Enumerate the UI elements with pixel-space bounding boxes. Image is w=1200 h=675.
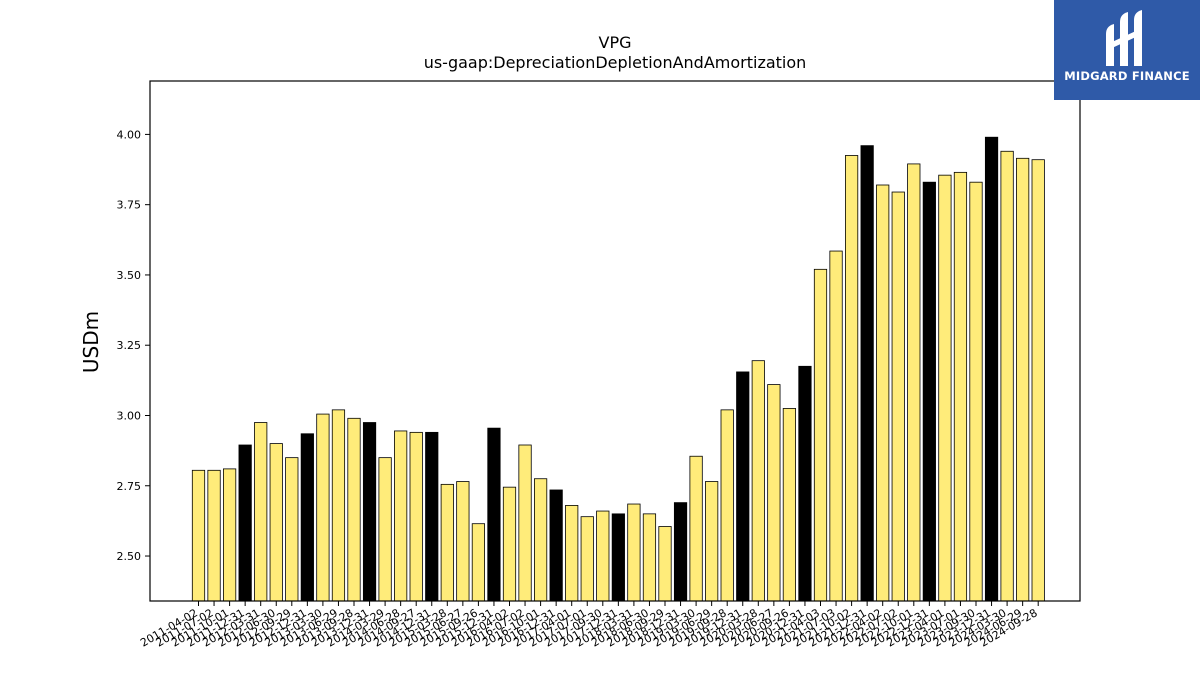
bar-2012-09-29 (285, 457, 299, 602)
y-tick-label: 2.50 (117, 550, 142, 563)
bar-2013-09-28 (347, 417, 361, 602)
y-tick-label: 2.75 (117, 480, 142, 493)
x-axis: 2011-04-022011-07-022011-10-012011-12-31… (138, 601, 1040, 650)
bar-2012-12-31 (300, 433, 314, 602)
y-tick-label: 3.50 (117, 269, 142, 282)
bar-2023-09-30 (969, 181, 983, 602)
bar-2022-07-02 (891, 191, 905, 602)
bar-2019-06-29 (705, 481, 719, 602)
bar-2013-06-29 (331, 409, 346, 602)
bar-2022-04-02 (876, 184, 890, 602)
bar-2016-10-01 (534, 478, 548, 602)
bar-2023-04-01 (938, 174, 952, 602)
bar-2013-03-30 (316, 413, 330, 602)
bar-2022-12-31 (922, 181, 936, 602)
bar-2021-10-02 (845, 155, 859, 602)
bar-2011-07-02 (207, 469, 221, 602)
y-tick-label: 3.75 (117, 199, 142, 212)
bar-2017-04-01 (565, 505, 579, 602)
bar-2021-12-31 (860, 145, 874, 602)
bar-2014-03-29 (378, 457, 392, 602)
bar-2020-06-27 (767, 384, 781, 602)
bar-2024-03-30 (1000, 150, 1014, 602)
bar-2019-03-30 (689, 455, 703, 602)
bar-2015-03-28 (440, 483, 454, 602)
bar-2014-12-31 (425, 431, 439, 602)
bar-2020-09-26 (782, 408, 797, 602)
bar-2014-09-27 (409, 431, 423, 602)
bar-2016-04-02 (502, 486, 517, 602)
bar-2023-07-01 (953, 171, 968, 602)
bar-2022-10-01 (907, 163, 921, 602)
bar-2011-12-31 (238, 444, 252, 602)
bar-2024-06-29 (1016, 157, 1030, 602)
y-axis: 2.50 2.75 3.00 3.25 3.50 3.75 4.00 (117, 128, 150, 563)
bar-2024-09-28 (1031, 159, 1045, 602)
bar-2016-12-31 (549, 489, 563, 602)
bar-2015-09-26 (471, 523, 486, 602)
bars-group (191, 136, 1045, 602)
bar-2021-07-03 (829, 250, 843, 602)
plot-frame (149, 80, 1081, 602)
bar-2023-12-31 (984, 136, 999, 602)
y-axis-label: USDm (79, 311, 103, 373)
bar-2015-12-31 (487, 427, 501, 602)
bar-2018-06-30 (642, 513, 657, 602)
bar-2014-06-28 (394, 430, 408, 602)
bar-2012-03-31 (254, 422, 268, 602)
bar-2011-04-02 (191, 469, 206, 602)
bar-2019-12-31 (736, 371, 750, 602)
bar-2012-06-30 (269, 443, 283, 602)
bar-2017-12-31 (611, 513, 625, 602)
bar-2020-12-31 (798, 365, 812, 602)
bar-2015-06-27 (456, 481, 470, 602)
bar-2018-12-31 (673, 502, 688, 602)
bar-2017-07-01 (580, 516, 594, 602)
bar-2017-09-30 (596, 510, 610, 602)
chart-title: VPG (599, 33, 632, 52)
y-tick-label: 3.00 (117, 409, 142, 422)
y-tick-label: 4.00 (117, 128, 142, 141)
logo-text: MIDGARD FINANCE (1064, 69, 1190, 83)
bar-2013-12-31 (362, 422, 377, 602)
y-tick-label: 3.25 (117, 339, 142, 352)
midgard-finance-logo: MIDGARD FINANCE (1054, 0, 1200, 100)
midgard-logo-icon (1106, 10, 1142, 66)
bar-2021-04-03 (813, 268, 828, 602)
bar-2020-03-28 (751, 360, 765, 602)
chart-subtitle: us-gaap:DepreciationDepletionAndAmortiza… (424, 53, 807, 72)
bar-2016-07-02 (518, 444, 532, 602)
bar-2018-09-29 (658, 526, 672, 602)
bar-2011-10-01 (222, 468, 237, 602)
bar-2019-09-28 (720, 409, 734, 602)
bar-2018-03-31 (627, 503, 641, 602)
